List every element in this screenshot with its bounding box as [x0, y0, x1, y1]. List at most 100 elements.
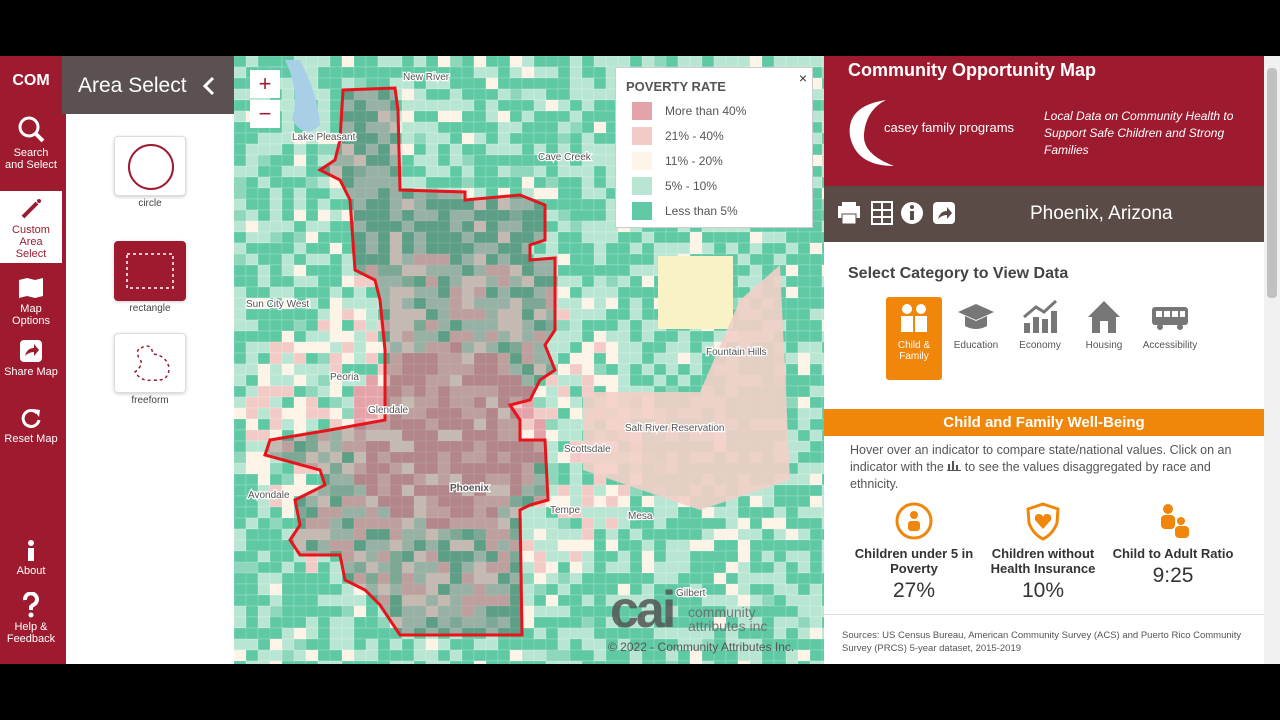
map-tract: [329, 561, 343, 574]
map-tract: [317, 88, 331, 101]
category[interactable]: Economy: [1010, 297, 1070, 351]
map-tract: [234, 99, 247, 112]
map-tract: [449, 143, 463, 156]
map-tract: [701, 561, 715, 574]
map-tract: [617, 330, 631, 343]
map-tract: [269, 341, 283, 354]
map-tract: [521, 517, 535, 530]
nav-label: Reset Map: [4, 433, 58, 445]
map-tract: [341, 56, 355, 68]
indicator[interactable]: Child to Adult Ratio 9:25: [1108, 501, 1238, 588]
map-tract: [317, 330, 331, 343]
map-tract: [234, 330, 247, 343]
map-tract: [701, 517, 727, 530]
map-tract: [725, 56, 739, 68]
map-tract: [341, 330, 355, 343]
nav-map-options[interactable]: Map Options: [0, 276, 62, 327]
category[interactable]: Education: [946, 297, 1006, 351]
map-tract: [485, 99, 499, 112]
map-tract: [305, 374, 319, 387]
map-tract: [305, 561, 319, 574]
legend-label: Less than 5%: [665, 203, 738, 218]
map-tract: [581, 330, 595, 343]
map-tract: [281, 220, 295, 233]
map-tract: [245, 286, 259, 299]
map-tract: [605, 231, 619, 244]
map-tract: [401, 165, 415, 178]
map-tract: [581, 484, 595, 497]
map-tract: [617, 539, 631, 552]
map-tract: [317, 110, 331, 123]
toolbar-icons[interactable]: [836, 200, 976, 228]
map-tract: [569, 396, 583, 409]
map-tract: [317, 56, 331, 68]
map-tract: [293, 352, 307, 365]
nav-search[interactable]: Search and Select: [0, 114, 62, 171]
map-tract: [713, 528, 739, 541]
zoom-in[interactable]: +: [250, 70, 280, 98]
scrollbar[interactable]: [1264, 56, 1280, 664]
tool-freeform[interactable]: freeform: [114, 333, 186, 406]
map-tract: [533, 88, 547, 101]
map-tract: [545, 539, 559, 552]
category[interactable]: Accessibility: [1140, 297, 1200, 351]
map-tract: [293, 154, 307, 167]
map-tract: [353, 385, 367, 398]
tool-circle[interactable]: circle: [114, 136, 186, 209]
map-tract: [257, 253, 271, 266]
map-tract: [701, 330, 715, 343]
map-tract: [821, 396, 824, 409]
map-tract: [557, 220, 571, 233]
map-tract: [809, 363, 823, 376]
nav-help[interactable]: Help & Feedback: [0, 592, 62, 645]
map-tract: [257, 363, 271, 376]
tool-rectangle[interactable]: rectangle: [114, 241, 186, 314]
map-tract: [269, 374, 283, 387]
map-tract: [749, 242, 763, 255]
map-tract: [569, 198, 583, 211]
map-tract: [293, 374, 307, 387]
legend-label: More than 40%: [665, 103, 747, 118]
nav-about[interactable]: About: [0, 538, 62, 577]
place-label: Gilbert: [676, 588, 706, 599]
map-tract: [234, 242, 247, 255]
zoom-out[interactable]: −: [250, 100, 280, 128]
category[interactable]: Child & Family: [884, 297, 944, 362]
map-tract: [234, 473, 247, 486]
category[interactable]: Housing: [1074, 297, 1134, 351]
map-tract: [557, 165, 571, 178]
map-tract: [341, 594, 355, 607]
map-tract: [569, 418, 583, 431]
nav-reset[interactable]: Reset Map: [0, 406, 62, 445]
map-tract: [809, 396, 823, 409]
indicator[interactable]: Children without Health Insurance 10%: [978, 501, 1108, 603]
map-tract: [737, 561, 751, 574]
map-tract: [329, 627, 343, 640]
map-tract: [317, 660, 343, 664]
map-tract: [521, 550, 535, 563]
map-tract: [234, 660, 247, 664]
map-tract: [773, 231, 787, 244]
map-tract: [281, 264, 295, 277]
map-tract: [605, 660, 631, 664]
legend-item: More than 40%: [626, 98, 802, 123]
map-tract: [329, 341, 343, 354]
map-tract: [293, 330, 307, 343]
nav-share[interactable]: Share Map: [0, 339, 62, 378]
map-tract: [329, 56, 343, 68]
map-tract: [569, 110, 583, 123]
legend-close[interactable]: ×: [798, 70, 807, 86]
map-tract: [821, 330, 824, 343]
map-tract: [281, 77, 295, 90]
map-tract: [545, 660, 559, 664]
map-tract: [234, 264, 247, 277]
indicator[interactable]: Children under 5 in Poverty 27%: [849, 501, 979, 603]
nav-custom[interactable]: Custom Area Select: [0, 191, 62, 263]
collapse-button[interactable]: [202, 76, 216, 96]
map-tract: [305, 407, 319, 420]
map-tract: [749, 561, 763, 574]
map-tract: [245, 187, 259, 200]
map-tract: [521, 66, 535, 79]
map-tract: [305, 319, 319, 332]
icon: [21, 408, 41, 428]
